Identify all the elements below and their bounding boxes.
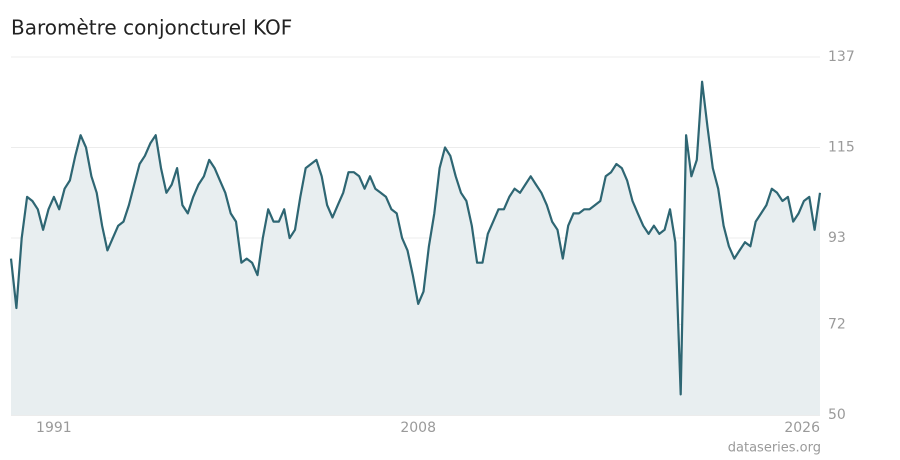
line xyxy=(9,80,822,396)
y-tick-label: 50 xyxy=(828,407,846,423)
x-tick-label: 2008 xyxy=(400,420,436,436)
y-tick-label: 72 xyxy=(828,316,846,332)
x-tick-label: 2026 xyxy=(784,420,820,436)
x-tick-label: 1991 xyxy=(36,420,72,436)
y-tick-label: 115 xyxy=(828,140,855,156)
y-tick-label: 137 xyxy=(828,49,855,65)
chart-title: Baromètre conjoncturel KOF xyxy=(11,16,292,40)
y-tick-label: 93 xyxy=(828,230,846,246)
source: dataseries.org xyxy=(728,441,821,456)
